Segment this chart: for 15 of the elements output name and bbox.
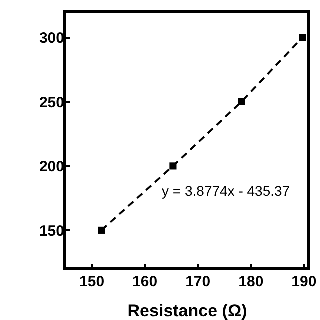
y-tick-label: 300 bbox=[39, 30, 64, 48]
y-tick-label: 200 bbox=[39, 158, 64, 176]
point bbox=[170, 162, 177, 170]
annotation: y = 3.8774x - 435.37 bbox=[162, 182, 290, 199]
y-tick-label: 150 bbox=[39, 222, 64, 240]
point bbox=[238, 98, 246, 106]
point bbox=[98, 226, 106, 234]
y-tick-label: 250 bbox=[39, 94, 64, 112]
point bbox=[299, 34, 306, 42]
x-tick-label: 150 bbox=[80, 274, 105, 290]
x-axis-title: Resistance (Ω) bbox=[128, 302, 248, 320]
x-tick-label: 190 bbox=[292, 274, 317, 290]
x-tick-label: 160 bbox=[132, 274, 158, 290]
x-tick-label: 170 bbox=[186, 274, 211, 290]
x-tick-label: 180 bbox=[238, 274, 264, 290]
